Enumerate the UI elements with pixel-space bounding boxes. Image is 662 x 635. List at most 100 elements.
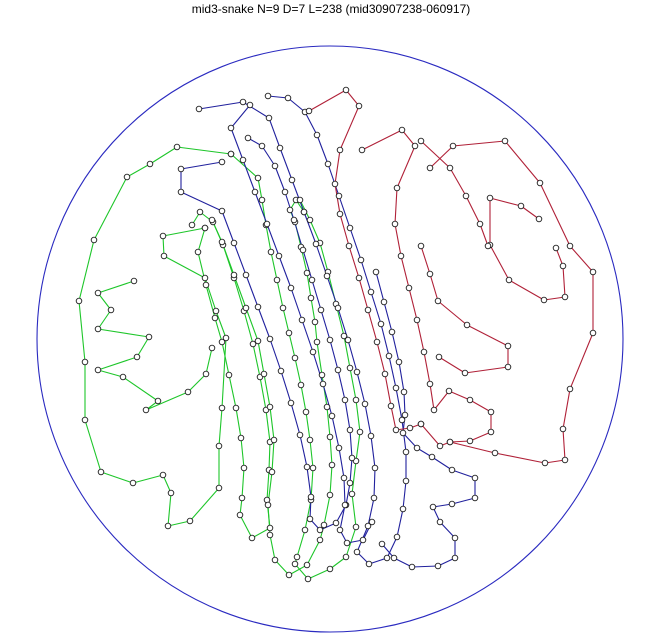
vertex-marker-green-segment — [254, 337, 262, 345]
vertex-marker-navy-segment — [346, 426, 354, 434]
vertex-marker-green-segment — [212, 307, 220, 315]
vertex-marker-navy-segment — [357, 256, 365, 264]
vertex-marker-green-segment — [230, 271, 238, 279]
vertex-marker-green-segment — [94, 289, 102, 297]
vertex-marker-navy-segment — [298, 316, 306, 324]
vertex-marker-red-segment — [462, 192, 470, 200]
vertex-marker-navy-segment — [276, 144, 284, 152]
vertex-marker-green-segment — [313, 338, 321, 346]
vertex-marker-red-segment — [559, 425, 567, 433]
vertex-marker-red-segment — [426, 164, 434, 172]
vertex-marker-green-segment — [238, 494, 246, 502]
vertex-marker-red-segment — [561, 456, 569, 464]
vertex-marker-navy-segment — [328, 412, 336, 420]
vertex-marker-red-segment — [589, 329, 597, 337]
vertex-marker-navy-segment — [308, 276, 316, 284]
vertex-marker-navy-segment — [390, 554, 398, 562]
vertex-marker-navy-segment — [218, 207, 226, 215]
vertex-marker-navy-segment — [451, 534, 459, 542]
vertex-marker-navy-segment — [398, 416, 406, 424]
vertex-marker-red-segment — [501, 137, 509, 145]
vertex-marker-green-segment — [285, 329, 293, 337]
vertex-marker-red-segment — [486, 194, 494, 202]
vertex-marker-red-segment — [491, 449, 499, 457]
vertex-marker-green-segment — [232, 404, 240, 412]
vertex-marker-navy-segment — [399, 505, 407, 513]
vertex-marker-green-segment — [248, 534, 256, 542]
vertex-marker-green-segment — [326, 565, 334, 573]
vertex-marker-green-segment — [236, 511, 244, 519]
vertex-marker-green-segment — [237, 434, 245, 442]
vertex-marker-green-segment — [320, 521, 328, 529]
vertex-marker-red-segment — [484, 242, 492, 250]
vertex-marker-red-segment — [342, 86, 350, 94]
vertex-marker-red-segment — [463, 321, 471, 329]
vertex-marker-green-segment — [285, 571, 293, 579]
vertex-marker-navy-segment — [451, 554, 459, 562]
vertex-marker-navy-segment — [264, 92, 272, 100]
vertex-marker-navy-segment — [344, 336, 352, 344]
vertex-marker-navy-segment — [324, 160, 332, 168]
vertex-marker-navy-segment — [428, 453, 436, 461]
vertex-marker-green-segment — [264, 501, 272, 509]
vertex-marker-navy-segment — [230, 239, 238, 247]
vertex-marker-green-segment — [296, 196, 304, 204]
vertex-marker-red-segment — [355, 102, 363, 110]
vertex-marker-green-segment — [107, 306, 115, 314]
path-red-segment-strand-2 — [429, 140, 594, 464]
vertex-marker-green-segment — [356, 428, 364, 436]
vertex-marker-navy-segment — [341, 501, 349, 509]
vertex-marker-navy-segment — [306, 515, 314, 523]
vertex-marker-green-segment — [293, 553, 301, 561]
vertex-marker-red-segment — [449, 142, 457, 150]
vertex-marker-red-segment — [331, 180, 339, 188]
vertex-marker-green-segment — [291, 354, 299, 362]
vertex-marker-green-segment — [240, 464, 248, 472]
vertex-marker-red-segment — [406, 424, 414, 432]
vertex-marker-navy-segment — [413, 444, 421, 452]
boundary-circle — [36, 45, 624, 633]
vertex-marker-navy-segment — [395, 358, 403, 366]
vertex-marker-red-segment — [559, 262, 567, 270]
vertex-marker-navy-segment — [471, 474, 479, 482]
vertex-marker-green-segment — [222, 334, 230, 342]
vertex-marker-navy-segment — [359, 536, 367, 544]
vertex-marker-navy-segment — [218, 158, 226, 166]
vertex-marker-green-segment — [303, 269, 311, 277]
vertex-marker-navy-segment — [335, 444, 343, 452]
vertex-marker-red-segment — [536, 179, 544, 187]
vertex-marker-green-segment — [159, 471, 167, 479]
vertex-marker-red-segment — [430, 406, 438, 414]
path-green-segment-strand-4 — [230, 153, 361, 580]
vertex-marker-navy-segment — [383, 554, 391, 562]
vertex-marker-navy-segment — [371, 464, 379, 472]
vertex-marker-navy-segment — [242, 271, 250, 279]
vertex-marker-red-segment — [561, 293, 569, 301]
vertex-marker-navy-segment — [372, 268, 380, 276]
vertex-marker-green-segment — [286, 206, 294, 214]
vertex-marker-navy-segment — [244, 134, 252, 142]
vertex-marker-red-segment — [393, 184, 401, 192]
vertex-marker-navy-segment — [312, 240, 320, 248]
vertex-marker-navy-segment — [316, 526, 324, 534]
vertex-marker-red-segment — [420, 348, 428, 356]
vertex-marker-red-segment — [505, 276, 513, 284]
path-navy-segment-strand-0 — [198, 95, 407, 565]
vertex-marker-green-segment — [154, 397, 162, 405]
vertex-marker-navy-segment — [177, 165, 185, 173]
vertex-marker-green-segment — [302, 408, 310, 416]
vertex-marker-green-segment — [266, 531, 274, 539]
vertex-marker-red-segment — [504, 342, 512, 350]
vertex-marker-navy-segment — [343, 539, 351, 547]
vertex-marker-green-segment — [306, 436, 314, 444]
vertex-marker-navy-segment — [401, 411, 409, 419]
vertex-marker-navy-segment — [367, 432, 375, 440]
vertex-marker-navy-segment — [346, 479, 354, 487]
vertex-marker-navy-segment — [239, 98, 247, 106]
vertex-marker-navy-segment — [377, 320, 385, 328]
vertex-marker-green-segment — [81, 358, 89, 366]
vertex-marker-navy-segment — [392, 384, 400, 392]
vertex-marker-navy-segment — [388, 328, 396, 336]
vertex-marker-navy-segment — [271, 162, 279, 170]
